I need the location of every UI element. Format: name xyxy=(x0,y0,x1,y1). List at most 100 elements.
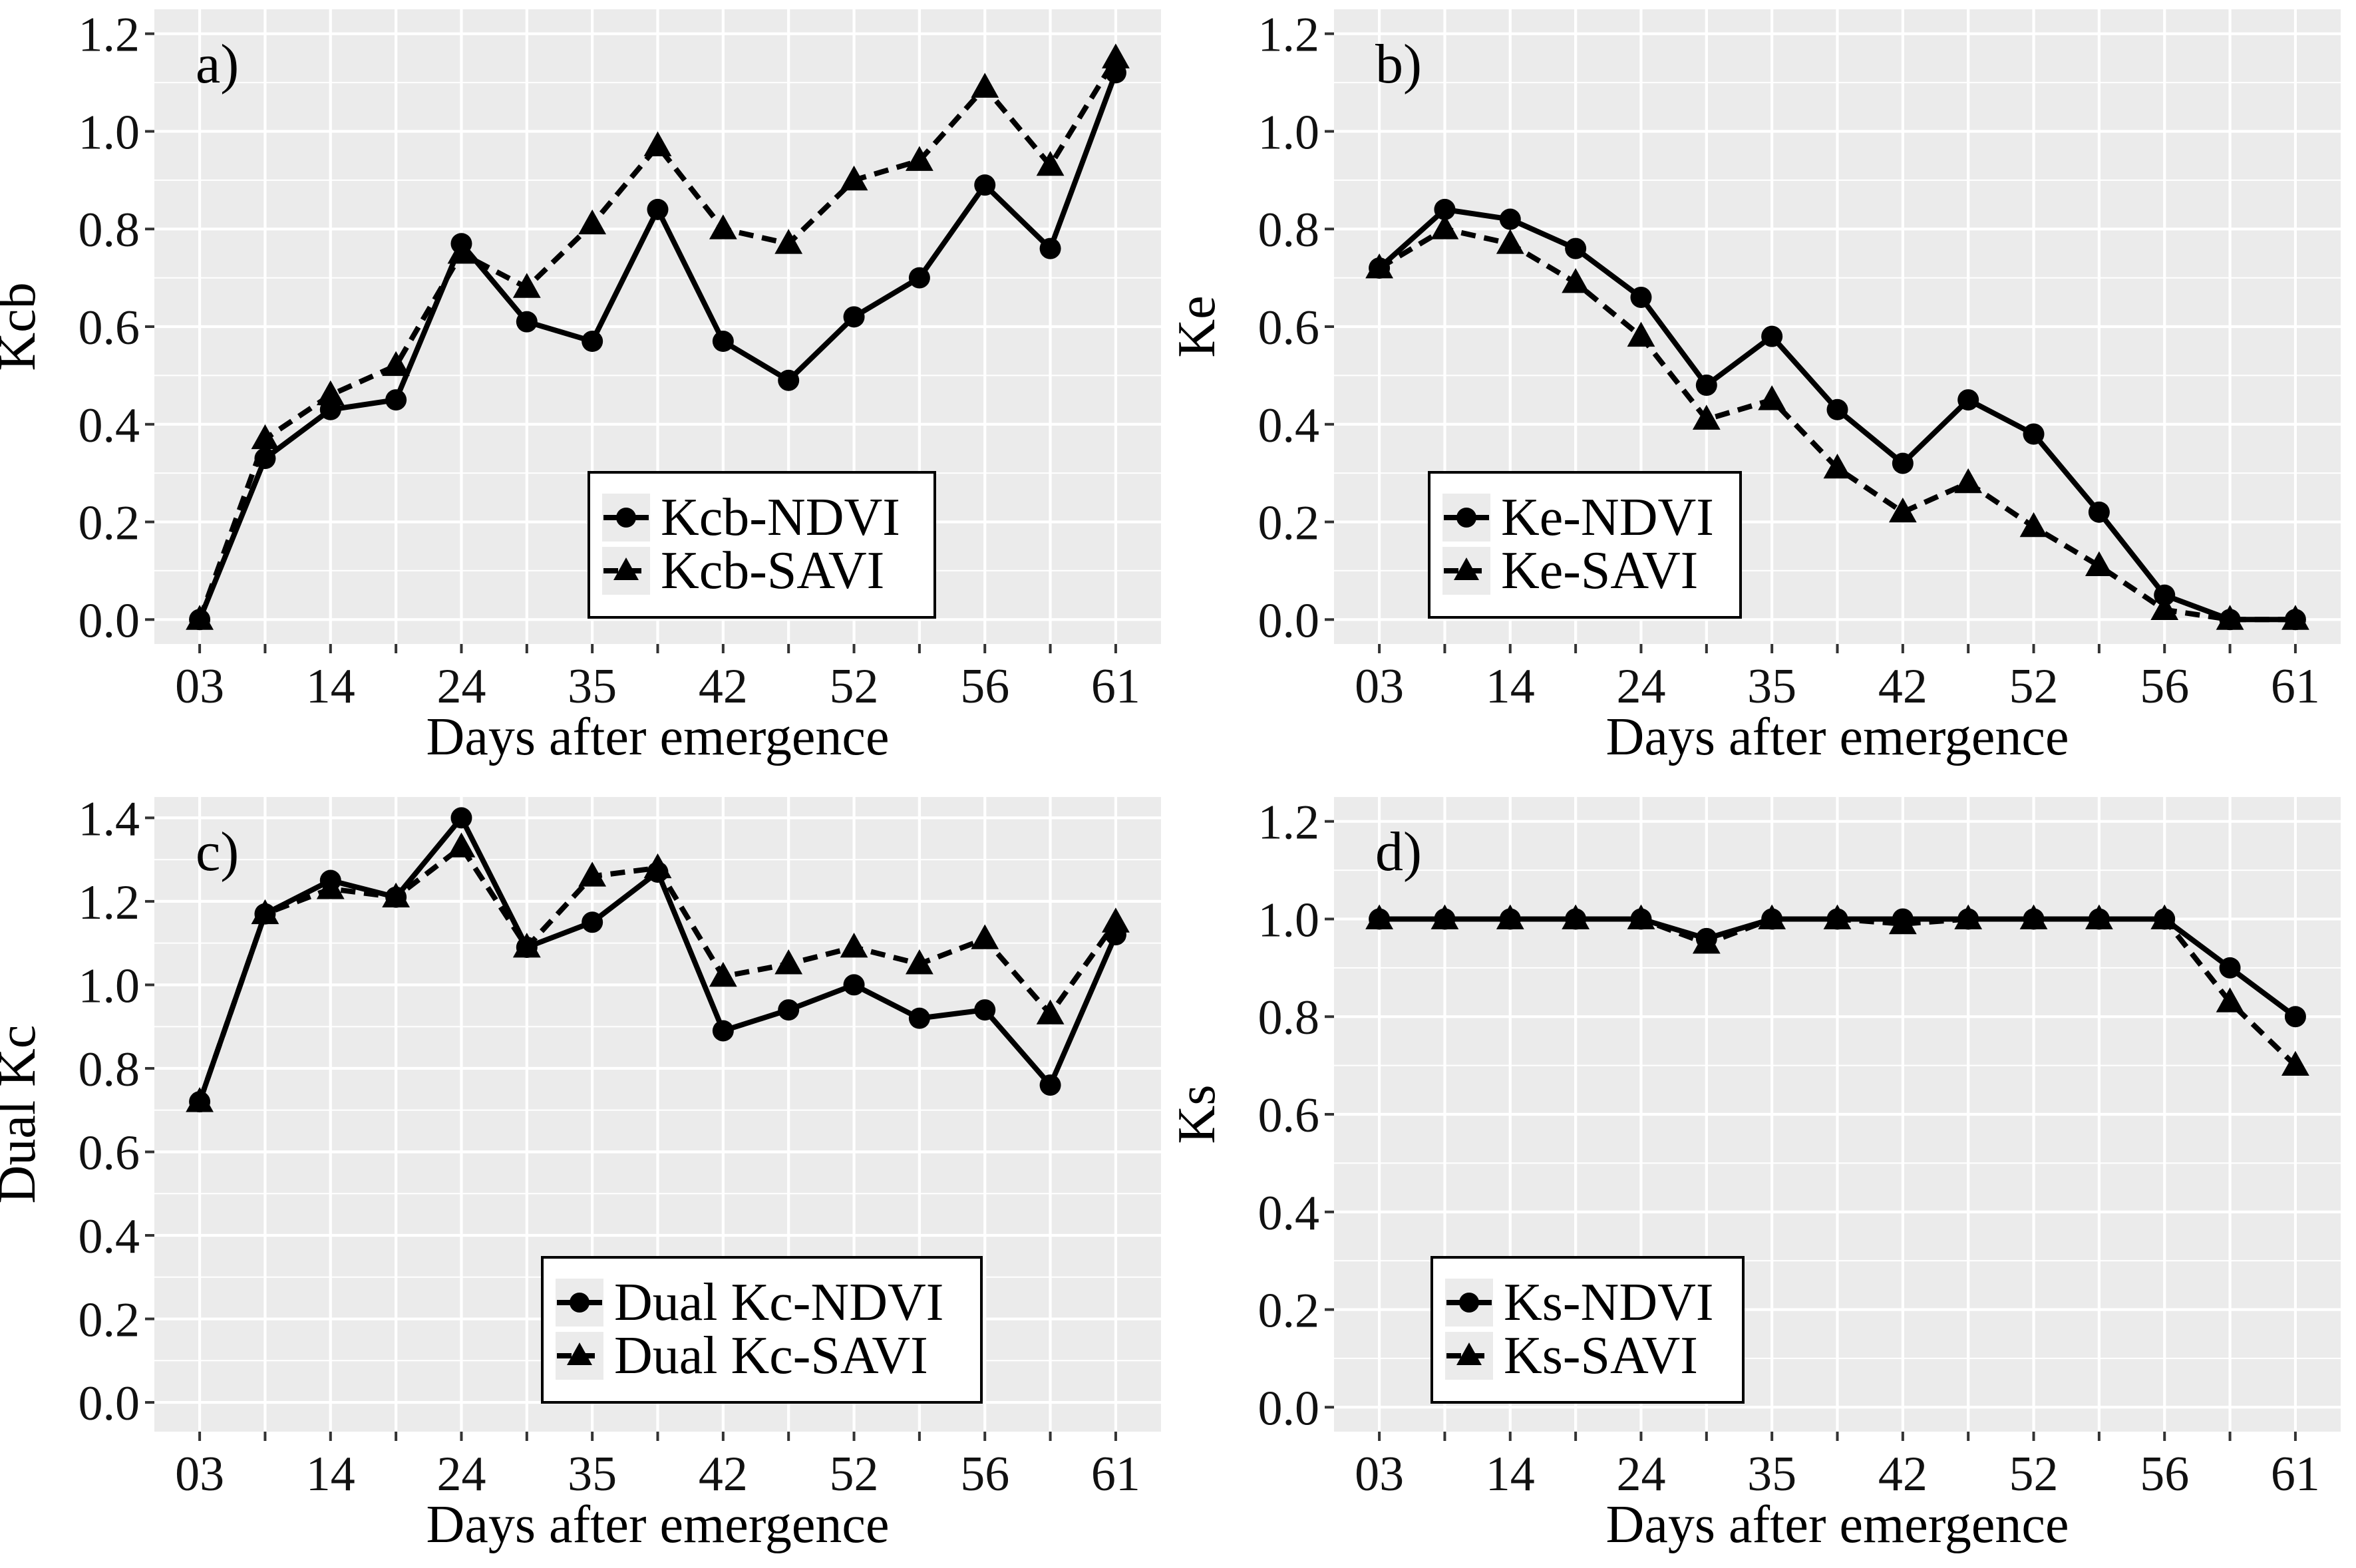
legend-key-circle xyxy=(570,1293,589,1313)
data-point-triangle xyxy=(447,832,476,858)
x-tick-label: 24 xyxy=(1616,1447,1665,1501)
data-point-triangle xyxy=(2216,605,2244,630)
y-tick-label: 1.0 xyxy=(79,105,140,160)
data-point-triangle xyxy=(1627,904,1655,929)
legend-label: Ks-SAVI xyxy=(1504,1327,1698,1385)
x-tick-label: 42 xyxy=(699,659,748,714)
y-tick-label: 1.0 xyxy=(1258,893,1320,947)
x-tick-label: 61 xyxy=(1091,659,1140,714)
data-point-triangle xyxy=(1430,214,1459,239)
data-point-triangle xyxy=(382,882,411,908)
y-tick-label: 0.6 xyxy=(79,1126,140,1180)
y-tick-label: 0.6 xyxy=(1258,1088,1320,1143)
data-point-circle xyxy=(2219,957,2241,979)
legend-label: Dual Kc-NDVI xyxy=(614,1273,943,1332)
data-point-circle xyxy=(1499,208,1521,230)
legend-key-circle xyxy=(616,508,636,528)
y-axis-title: Ke xyxy=(1168,295,1226,357)
y-tick-label: 0.4 xyxy=(1258,398,1320,453)
x-tick-label: 42 xyxy=(1878,659,1928,714)
data-point-triangle xyxy=(1888,497,1917,523)
data-point-triangle xyxy=(971,924,999,949)
x-tick-label: 03 xyxy=(1355,659,1404,714)
data-point-triangle xyxy=(1102,43,1130,69)
data-point-circle xyxy=(712,1020,734,1042)
legend-key-circle xyxy=(1456,508,1476,528)
data-point-triangle xyxy=(905,146,933,171)
y-tick-label: 0.8 xyxy=(1258,991,1320,1045)
data-point-triangle xyxy=(1102,907,1130,933)
x-tick-label: 24 xyxy=(1616,659,1665,714)
y-tick-label: 0.6 xyxy=(1258,301,1320,355)
x-tick-label: 52 xyxy=(830,1447,879,1501)
x-axis-title: Days after emergence xyxy=(1606,1495,2069,1554)
x-tick-label: 03 xyxy=(175,659,224,714)
y-axis-title: Dual Kc xyxy=(0,1025,47,1204)
y-tick-label: 0.2 xyxy=(1258,1284,1320,1338)
legend-key-triangle xyxy=(567,1342,592,1365)
panel-letter: b) xyxy=(1375,33,1422,95)
data-point-triangle xyxy=(709,961,737,987)
panel-d: 0.0 0.2 0.4 0.6 0.8 1.0 1.2 03 14 24 35 42 52 56 61 Day… xyxy=(1168,796,2341,1554)
data-point-triangle xyxy=(840,165,868,191)
data-point-triangle xyxy=(1758,385,1786,410)
data-point-triangle xyxy=(1758,904,1786,929)
y-tick-label: 1.2 xyxy=(79,875,140,930)
data-point-triangle xyxy=(1692,929,1721,954)
y-tick-label: 0.0 xyxy=(79,1376,140,1431)
x-tick-label: 52 xyxy=(2009,1447,2059,1501)
data-point-circle xyxy=(2023,423,2045,445)
data-point-circle xyxy=(843,974,865,996)
panel-letter: c) xyxy=(196,821,239,883)
y-axis-title: Ks xyxy=(1168,1085,1226,1144)
panel-letter: d) xyxy=(1375,821,1422,883)
data-point-triangle xyxy=(643,853,672,879)
panel-b: 0.0 0.2 0.4 0.6 0.8 1.0 1.2 03 14 24 35 42 52 56 61 Day… xyxy=(1168,8,2341,766)
x-tick-label: 03 xyxy=(175,1447,224,1501)
y-tick-label: 1.0 xyxy=(1258,105,1320,160)
y-tick-label: 0.2 xyxy=(79,1293,140,1348)
legend-label: Kcb-NDVI xyxy=(661,488,900,547)
data-point-triangle xyxy=(2216,987,2244,1013)
data-point-circle xyxy=(385,389,407,411)
panel-letter: a) xyxy=(196,33,239,95)
x-tick-label: 35 xyxy=(1747,1447,1796,1501)
legend-label: Ke-SAVI xyxy=(1501,542,1698,600)
data-point-triangle xyxy=(2019,512,2048,538)
data-point-circle xyxy=(1826,398,1848,420)
panel-c: 0.0 0.2 0.4 0.6 0.8 1.0 1.2 1.4 03 14 24 35 42 52 56 61… xyxy=(0,792,1161,1554)
legend-key-triangle xyxy=(1456,1342,1482,1365)
x-axis-title: Days after emergence xyxy=(426,1495,890,1554)
data-point-triangle xyxy=(2019,904,2048,929)
x-tick-label: 35 xyxy=(1747,659,1796,714)
data-point-circle xyxy=(516,311,538,333)
data-point-triangle xyxy=(382,351,411,377)
data-point-circle xyxy=(1039,237,1061,259)
y-tick-label: 0.8 xyxy=(79,1042,140,1097)
data-point-triangle xyxy=(512,273,541,298)
x-tick-label: 61 xyxy=(2271,659,2320,714)
data-point-triangle xyxy=(2150,904,2179,929)
data-point-triangle xyxy=(1823,453,1852,479)
data-point-triangle xyxy=(1954,468,1983,494)
y-tick-label: 0.2 xyxy=(79,496,140,551)
y-tick-label: 1.4 xyxy=(79,792,140,846)
data-point-triangle xyxy=(1823,904,1852,929)
y-tick-label: 0.0 xyxy=(1258,1381,1320,1436)
data-point-circle xyxy=(450,807,472,829)
data-point-triangle xyxy=(1496,904,1524,929)
y-tick-label: 1.2 xyxy=(79,8,140,63)
data-point-triangle xyxy=(1496,229,1524,254)
data-point-triangle xyxy=(186,1087,214,1112)
data-point-circle xyxy=(778,999,800,1021)
data-point-triangle xyxy=(774,229,803,254)
data-point-circle xyxy=(908,1007,930,1029)
data-point-circle xyxy=(974,174,996,196)
x-tick-label: 56 xyxy=(960,1447,1009,1501)
data-point-circle xyxy=(908,267,930,289)
y-tick-label: 0.8 xyxy=(79,203,140,257)
y-tick-label: 0.2 xyxy=(1258,496,1320,551)
x-tick-label: 14 xyxy=(306,1447,355,1501)
data-point-circle xyxy=(1695,375,1717,396)
data-point-triangle xyxy=(709,214,737,239)
